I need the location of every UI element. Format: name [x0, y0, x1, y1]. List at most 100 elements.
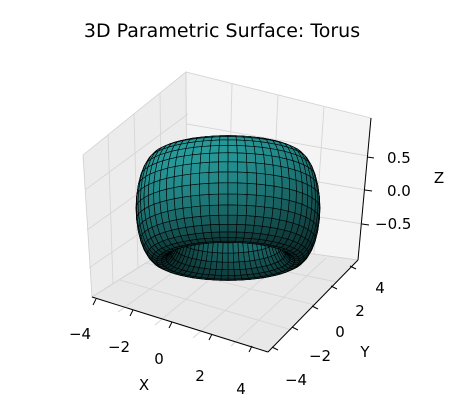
- surface-face: [246, 172, 257, 185]
- surface-face: [236, 204, 248, 216]
- surface-face: [173, 174, 183, 188]
- z-tick-label: 0.5: [387, 149, 411, 167]
- y-tick-label: 2: [355, 302, 365, 320]
- surface-face: [243, 231, 254, 239]
- surface-face: [181, 173, 192, 187]
- surface-face: [232, 242, 239, 254]
- x-tick-label: 4: [236, 380, 246, 398]
- surface-face: [199, 194, 210, 207]
- surface-face: [227, 171, 238, 184]
- surface-face: [246, 194, 257, 207]
- surface-face: [227, 237, 237, 242]
- surface-face: [174, 207, 185, 221]
- surface-face: [181, 195, 192, 209]
- surface-face: [222, 242, 229, 254]
- surface-face: [191, 153, 202, 165]
- surface-face: [255, 172, 266, 186]
- surface-face: [213, 274, 222, 280]
- surface-face: [209, 145, 220, 154]
- x-tick-label: −2: [108, 338, 130, 356]
- surface-face: [159, 188, 168, 203]
- surface-face: [252, 224, 263, 235]
- surface-face: [173, 164, 184, 177]
- surface-face: [272, 164, 283, 177]
- surface-face: [281, 187, 290, 201]
- surface-face: [227, 231, 237, 238]
- z-tick-label: 0.0: [387, 182, 411, 200]
- surface-face: [218, 204, 229, 216]
- surface-face: [227, 242, 234, 254]
- surface-face: [244, 140, 255, 147]
- surface-face: [236, 139, 246, 147]
- surface-face: [264, 184, 275, 198]
- surface-face: [200, 145, 211, 155]
- surface-face: [244, 224, 255, 234]
- surface-face: [191, 205, 202, 218]
- surface-face: [218, 145, 229, 154]
- surface-face: [237, 171, 248, 184]
- surface-face: [208, 152, 220, 163]
- y-tick-label: −4: [285, 371, 307, 389]
- surface-face: [236, 214, 247, 226]
- surface-face: [199, 161, 210, 174]
- surface-face: [219, 231, 229, 238]
- surface-face: [192, 146, 203, 156]
- surface-face: [264, 163, 275, 176]
- surface-face: [227, 152, 238, 163]
- x-tick-label: −4: [69, 325, 91, 343]
- surface-face: [218, 152, 229, 163]
- surface-face: [280, 198, 290, 212]
- surface-face: [293, 260, 300, 264]
- surface-face: [210, 139, 220, 147]
- surface-face: [208, 171, 219, 184]
- surface-face: [227, 161, 238, 173]
- surface-face: [219, 136, 229, 141]
- surface-face: [199, 152, 211, 164]
- surface-face: [221, 269, 229, 276]
- surface-face: [173, 185, 183, 200]
- surface-face: [254, 153, 265, 165]
- surface-face: [227, 193, 238, 206]
- surface-face: [227, 223, 238, 233]
- surface-face: [227, 145, 238, 154]
- surface-face: [199, 205, 211, 217]
- y-tick-labels: −4 −2 0 2 4: [285, 279, 385, 389]
- surface-face: [255, 183, 266, 197]
- surface-face: [192, 215, 203, 227]
- surface-face: [199, 172, 210, 185]
- surface-face: [271, 207, 282, 221]
- surface-face: [237, 161, 248, 173]
- surface-face: [218, 193, 229, 206]
- x-tick-labels: −4 −2 0 2 4: [69, 325, 246, 398]
- surface-face: [159, 199, 169, 214]
- surface-face: [208, 182, 219, 195]
- surface-face: [288, 188, 297, 203]
- surface-face: [253, 215, 264, 227]
- surface-face: [245, 152, 257, 164]
- surface-face: [166, 187, 175, 201]
- surface-face: [246, 182, 257, 196]
- surface-face: [227, 204, 238, 216]
- surface-face: [246, 161, 257, 174]
- surface-face: [227, 139, 238, 146]
- surface-face: [218, 161, 229, 173]
- surface-face: [208, 204, 220, 216]
- tick-marks: [92, 156, 375, 353]
- surface-face: [287, 199, 297, 214]
- surface-face: [234, 274, 243, 280]
- surface-face: [236, 152, 248, 163]
- y-tick-label: 0: [335, 323, 345, 341]
- torus-surface: [135, 135, 321, 281]
- surface-face: [222, 252, 229, 263]
- surface-face: [201, 140, 212, 147]
- surface-face: [245, 145, 256, 155]
- surface-face: [236, 223, 246, 233]
- surface-face: [181, 163, 192, 176]
- surface-face: [190, 162, 201, 175]
- surface-face: [173, 196, 184, 210]
- surface-face: [245, 215, 256, 226]
- surface-face: [261, 216, 273, 228]
- surface-face: [218, 182, 229, 195]
- surface-face: [227, 252, 234, 263]
- surface-face: [209, 214, 220, 226]
